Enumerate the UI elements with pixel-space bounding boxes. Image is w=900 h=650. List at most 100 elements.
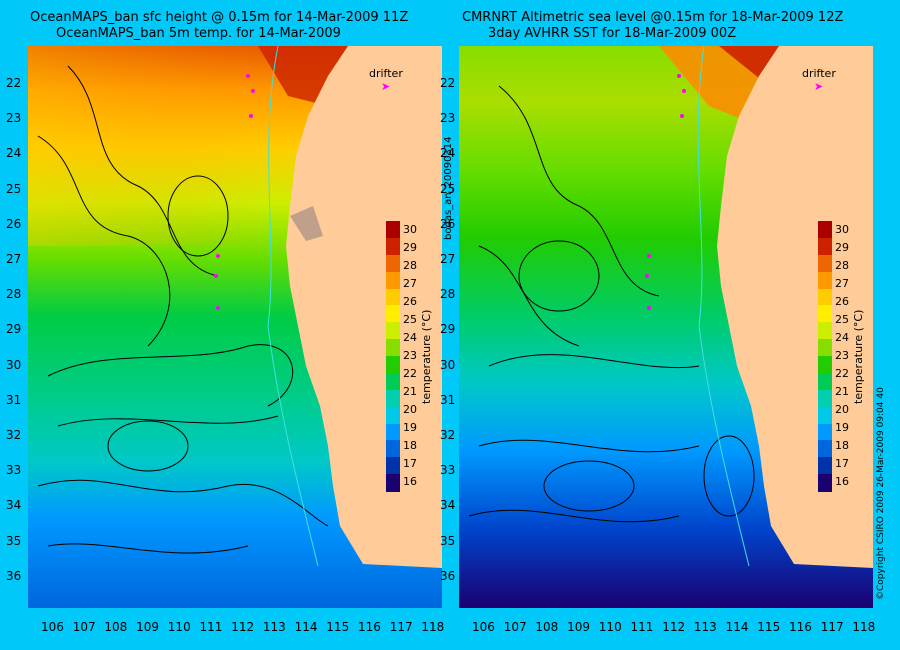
colorbar-segment	[386, 237, 400, 256]
left-title-line1: OceanMAPS_ban sfc height @ 0.15m for 14-…	[30, 10, 409, 25]
left-drifter-arrow-icon: ➤	[381, 80, 391, 93]
lat-tick-label: 27	[6, 252, 22, 266]
lat-tick-label: 24	[6, 146, 22, 161]
lon-tick-label: 115	[757, 620, 781, 634]
middle-label: bodas_an_20090314	[443, 136, 454, 240]
right-drifter-arrow-icon: ➤	[814, 80, 824, 93]
colorbar-tick-label: 18	[403, 439, 417, 452]
lon-tick-label: 113	[262, 620, 286, 634]
right-title-line1: CMRNRT Altimetric sea level @0.15m for 1…	[462, 10, 844, 25]
colorbar-segment	[386, 254, 400, 273]
right-colorbar-label: temperature (°C)	[852, 309, 865, 404]
colorbar-segment	[818, 237, 832, 256]
lat-tick-label: 36	[440, 568, 456, 583]
right-map	[459, 46, 873, 608]
lat-tick-label: 36	[6, 568, 22, 583]
colorbar-tick-label: 20	[835, 403, 849, 416]
lon-tick-label: 111	[630, 620, 654, 634]
lon-tick-label: 118	[852, 620, 876, 634]
colorbar-tick-label: 30	[403, 223, 417, 236]
lat-tick-label: 24	[440, 146, 456, 161]
lat-tick-label: 25	[440, 181, 456, 196]
colorbar-tick-label: 22	[403, 367, 417, 380]
lat-tick-label: 35	[6, 533, 22, 548]
lon-tick-label: 112	[231, 620, 255, 634]
colorbar-tick-label: 16	[403, 475, 417, 488]
colorbar-tick-label: 17	[835, 457, 849, 470]
colorbar-segment	[818, 305, 832, 323]
lon-tick-label: 111	[199, 620, 223, 634]
lon-tick-label: 110	[598, 620, 622, 634]
colorbar-segment	[386, 372, 400, 391]
lon-tick-label: 114	[725, 620, 749, 634]
lon-tick-label: 112	[662, 620, 686, 634]
lat-tick-label: 34	[6, 498, 22, 513]
lat-tick-label: 30	[440, 357, 456, 372]
colorbar-tick-label: 28	[403, 259, 417, 272]
lat-tick-label: 29	[6, 322, 22, 337]
colorbar-tick-label: 26	[403, 295, 417, 308]
colorbar-segment	[386, 457, 400, 475]
colorbar-segment	[386, 339, 400, 357]
lon-tick-label: 106	[41, 620, 64, 634]
lon-tick-label: 107	[503, 620, 527, 634]
colorbar-tick-label: 22	[835, 367, 849, 380]
colorbar-segment	[386, 440, 400, 458]
lat-tick-label: 23	[6, 111, 22, 126]
colorbar-tick-label: 30	[835, 223, 849, 236]
lat-tick-label: 27	[440, 252, 456, 266]
lon-tick-label: 108	[535, 620, 559, 634]
lat-tick-label: 28	[6, 287, 22, 302]
colorbar-tick-label: 16	[835, 475, 849, 488]
lat-tick-label: 35	[440, 533, 456, 548]
colorbar-segment	[818, 339, 832, 357]
lon-tick-label: 110	[167, 620, 191, 634]
lon-tick-label: 115	[326, 620, 350, 634]
colorbar-segment	[386, 288, 400, 306]
lon-tick-label: 116	[789, 620, 812, 634]
lat-tick-label: 25	[6, 181, 22, 196]
lat-tick-label: 30	[6, 357, 22, 372]
lat-tick-label: 26	[440, 216, 456, 231]
lat-tick-label: 32	[440, 428, 456, 442]
colorbar-segment	[386, 322, 400, 340]
lon-tick-label: 106	[472, 620, 495, 634]
copyright-label: ©Copyright CSIRO 2009 26-Mar-2009 09:04 …	[876, 387, 886, 600]
left-map	[28, 46, 442, 608]
colorbar-tick-label: 27	[835, 277, 849, 290]
colorbar-segment	[386, 474, 400, 492]
colorbar-tick-label: 24	[835, 331, 849, 344]
colorbar-tick-label: 17	[403, 457, 417, 470]
lat-tick-label: 33	[440, 463, 456, 478]
colorbar-tick-label: 29	[403, 241, 417, 254]
colorbar-segment	[818, 474, 832, 492]
right-drifter-legend: drifter ➤	[802, 67, 836, 93]
lon-tick-label: 113	[693, 620, 717, 634]
lat-tick-label: 23	[440, 111, 456, 126]
colorbar-segment	[818, 221, 832, 239]
lon-tick-label: 117	[820, 620, 844, 634]
colorbar-segment	[818, 406, 832, 424]
colorbar-tick-label: 19	[835, 421, 849, 434]
left-title-line2: OceanMAPS_ban 5m temp. for 14-Mar-2009	[56, 26, 341, 41]
lon-tick-label: 107	[72, 620, 96, 634]
lon-tick-label: 109	[567, 620, 590, 634]
lon-tick-label: 116	[358, 620, 381, 634]
colorbar-tick-label: 29	[835, 241, 849, 254]
colorbar-segment	[818, 372, 832, 391]
colorbar-tick-label: 21	[403, 385, 417, 398]
lat-tick-label: 33	[6, 463, 22, 478]
colorbar-tick-label: 27	[403, 277, 417, 290]
colorbar-segment	[818, 440, 832, 458]
colorbar-tick-label: 23	[403, 349, 417, 362]
lon-tick-label: 117	[389, 620, 413, 634]
colorbar-segment	[818, 457, 832, 475]
lat-tick-label: 26	[6, 216, 22, 231]
colorbar-tick-label: 26	[835, 295, 849, 308]
lon-tick-label: 114	[294, 620, 318, 634]
colorbar-segment	[818, 423, 832, 441]
lat-tick-label: 29	[440, 322, 456, 337]
lat-tick-label: 31	[6, 392, 22, 407]
colorbar-segment	[818, 389, 832, 408]
colorbar-segment	[818, 271, 832, 289]
